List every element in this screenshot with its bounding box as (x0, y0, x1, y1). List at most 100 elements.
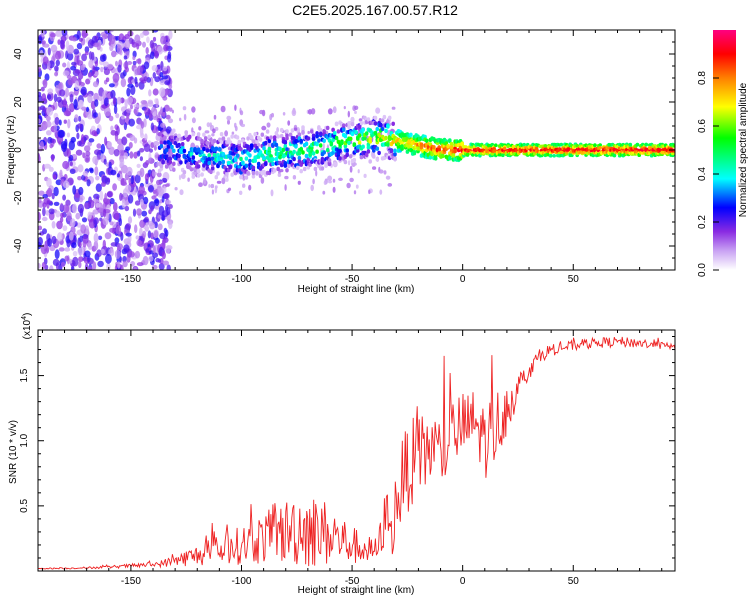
noise-cell (126, 87, 131, 97)
noise-cell (123, 122, 127, 131)
ridge-cell (276, 134, 281, 139)
ridge-cell (271, 161, 275, 167)
noise-cell (165, 205, 169, 212)
ridge-cell (384, 135, 388, 141)
noise-cell (54, 71, 59, 77)
ridge-cell (253, 158, 257, 163)
noise-cell (54, 65, 59, 72)
noise-cell (142, 255, 149, 266)
ridge-cell (239, 156, 243, 162)
ridge-cell (350, 122, 355, 127)
noise-cell (77, 176, 82, 181)
spread-cell (216, 180, 222, 184)
spread-cell (165, 183, 170, 187)
ridge-cell (350, 116, 355, 122)
y-tick-label: 0.5 (19, 498, 30, 512)
ridge-cell (501, 153, 505, 158)
ridge-cell (448, 138, 452, 143)
noise-cell (154, 76, 161, 83)
spectrogram-marks (38, 30, 675, 270)
noise-cell (136, 163, 141, 168)
ridge-cell (412, 151, 417, 156)
ridge-cell (193, 170, 197, 175)
noise-cell (154, 98, 159, 104)
noise-cell (162, 95, 168, 101)
spread-cell (387, 183, 393, 187)
noise-cell (55, 179, 62, 186)
ridge-cell (230, 134, 234, 139)
ridge-cell (357, 133, 362, 138)
spread-cell (284, 184, 287, 191)
spread-cell (178, 174, 182, 181)
noise-cell (147, 220, 154, 227)
noise-cell (72, 250, 78, 257)
noise-cell (112, 183, 117, 191)
noise-cell (147, 101, 154, 107)
noise-cell (101, 181, 106, 187)
noise-cell (115, 113, 120, 119)
ridge-cell (202, 132, 206, 137)
noise-cell (124, 205, 130, 212)
ridge-cell (671, 151, 675, 156)
noise-cell (74, 80, 80, 91)
spread-cell (310, 108, 316, 115)
noise-cell (100, 152, 105, 162)
noise-cell (66, 132, 71, 138)
noise-cell (114, 249, 121, 259)
ridge-cell (325, 147, 330, 153)
ridge-cell (359, 155, 364, 160)
spread-cell (260, 177, 265, 184)
noise-cell (162, 66, 168, 72)
noise-cell (161, 177, 168, 183)
ridge-cell (172, 128, 176, 133)
ridge-cell (239, 174, 243, 180)
noise-cell (140, 132, 145, 139)
ridge-cell (299, 138, 304, 144)
spread-cell (291, 109, 297, 117)
spread-cell (226, 115, 232, 121)
noise-cell (46, 106, 54, 117)
ridge-cell (318, 131, 323, 136)
ridge-cell (189, 167, 194, 172)
spread-cell (242, 183, 246, 188)
noise-cell (72, 185, 77, 195)
noise-cell (55, 59, 60, 67)
noise-cell (167, 118, 174, 124)
ridge-cell (425, 138, 429, 143)
ridge-cell (182, 154, 187, 159)
spread-cell (206, 122, 211, 128)
noise-cell (78, 115, 82, 122)
noise-cell (168, 204, 173, 209)
ridge-cell (203, 136, 208, 141)
noise-cell (78, 256, 84, 262)
noise-cell (121, 198, 126, 209)
noise-cell (57, 129, 65, 138)
spread-cell (349, 165, 353, 173)
noise-cell (62, 160, 70, 170)
noise-cell (67, 52, 74, 61)
noise-cell (66, 211, 72, 222)
snr-ticks: -150 -100 -50 0 50 0.5 1.0 1.5 (19, 330, 675, 587)
noise-cell (77, 140, 82, 147)
ridge-cell (164, 147, 169, 153)
noise-cell (96, 154, 101, 161)
ridge-cell (593, 143, 597, 147)
y-tick-label: 1.5 (19, 368, 30, 382)
noise-cell (104, 192, 108, 203)
noise-cell (107, 63, 114, 70)
spread-cell (209, 122, 212, 128)
noise-cell (43, 163, 51, 169)
spread-cell (297, 180, 301, 185)
noise-cell (75, 212, 81, 220)
noise-cell (70, 136, 77, 143)
spread-cell (227, 187, 232, 191)
ridge-cell (251, 165, 256, 170)
spread-cell (284, 175, 289, 180)
noise-cell (148, 255, 154, 262)
noise-cell (133, 137, 138, 144)
noise-cell (47, 238, 52, 247)
noise-cell (166, 264, 171, 270)
noise-cell (57, 232, 63, 242)
snr-exponent-close: ) (22, 313, 33, 316)
noise-cell (136, 208, 142, 216)
